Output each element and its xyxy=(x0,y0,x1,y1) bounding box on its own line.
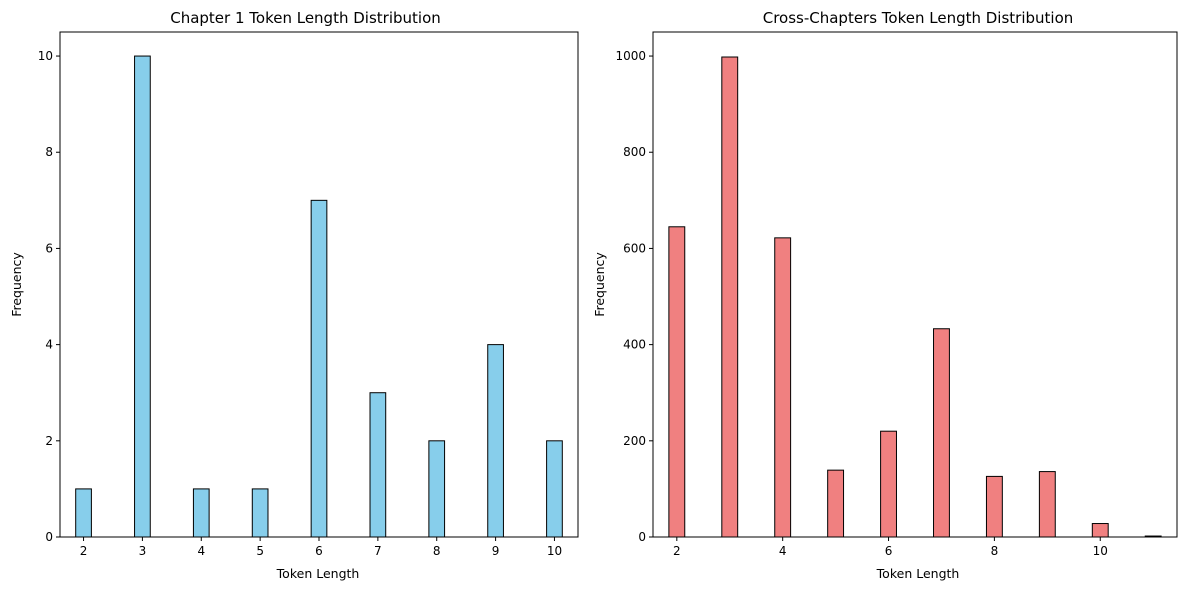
x-tick-label: 2 xyxy=(80,544,88,558)
x-tick-label: 10 xyxy=(547,544,562,558)
x-tick-label: 5 xyxy=(256,544,264,558)
x-tick-label: 8 xyxy=(433,544,441,558)
y-axis-ticks: 0 2 4 6 8 10 xyxy=(38,49,60,544)
bar xyxy=(546,440,563,538)
y-tick-label: 10 xyxy=(38,49,53,63)
x-tick-label: 8 xyxy=(991,544,999,558)
x-tick-label: 9 xyxy=(492,544,500,558)
bar xyxy=(251,488,269,538)
bar xyxy=(310,199,328,538)
y-tick-label: 800 xyxy=(623,145,646,159)
x-tick-label: 4 xyxy=(779,544,787,558)
y-axis-label: Frequency xyxy=(9,252,24,317)
y-tick-label: 4 xyxy=(45,338,53,352)
bar xyxy=(1038,471,1056,538)
y-axis-label: Frequency xyxy=(592,252,607,317)
x-tick-label: 4 xyxy=(197,544,205,558)
x-tick-label: 6 xyxy=(315,544,323,558)
bar xyxy=(668,226,686,538)
bar xyxy=(827,469,845,538)
x-tick-label: 10 xyxy=(1093,544,1108,558)
y-tick-label: 2 xyxy=(45,434,53,448)
y-tick-label: 8 xyxy=(45,145,53,159)
y-tick-label: 400 xyxy=(623,338,646,352)
bar xyxy=(774,237,792,538)
bar xyxy=(134,55,151,538)
y-tick-label: 600 xyxy=(623,241,646,255)
plot-frame xyxy=(652,31,1178,538)
x-axis-ticks: 2 3 4 5 6 7 8 9 10 xyxy=(80,537,562,558)
x-axis-ticks: 2 4 6 8 10 xyxy=(673,537,1108,558)
chart-title: Cross-Chapters Token Length Distribution xyxy=(763,9,1074,27)
y-tick-label: 0 xyxy=(45,530,53,544)
y-tick-label: 1000 xyxy=(615,49,646,63)
y-tick-label: 0 xyxy=(638,530,646,544)
x-tick-label: 6 xyxy=(885,544,893,558)
bar xyxy=(933,328,950,538)
bars xyxy=(668,56,1162,538)
bar xyxy=(1091,523,1109,538)
chapter1-histogram: Chapter 1 Token Length Distribution 2 3 4 5… xyxy=(9,9,579,581)
x-tick-label: 2 xyxy=(673,544,681,558)
x-axis-label: Token Length xyxy=(876,566,960,581)
bar xyxy=(880,430,897,538)
y-tick-label: 200 xyxy=(623,434,646,448)
bars xyxy=(75,55,563,538)
x-tick-label: 3 xyxy=(139,544,147,558)
bar xyxy=(192,488,210,538)
bar xyxy=(369,392,387,538)
bar xyxy=(428,440,446,538)
x-axis-label: Token Length xyxy=(276,566,360,581)
bar xyxy=(721,56,739,538)
bar xyxy=(487,344,504,538)
x-tick-label: 7 xyxy=(374,544,382,558)
y-axis-ticks: 0 200 400 600 800 1000 xyxy=(615,49,653,544)
bar xyxy=(985,475,1003,538)
chart-title: Chapter 1 Token Length Distribution xyxy=(170,9,441,27)
cross-chapters-histogram: Cross-Chapters Token Length Distribution… xyxy=(592,9,1178,581)
y-tick-label: 6 xyxy=(45,241,53,255)
bar xyxy=(75,488,92,538)
